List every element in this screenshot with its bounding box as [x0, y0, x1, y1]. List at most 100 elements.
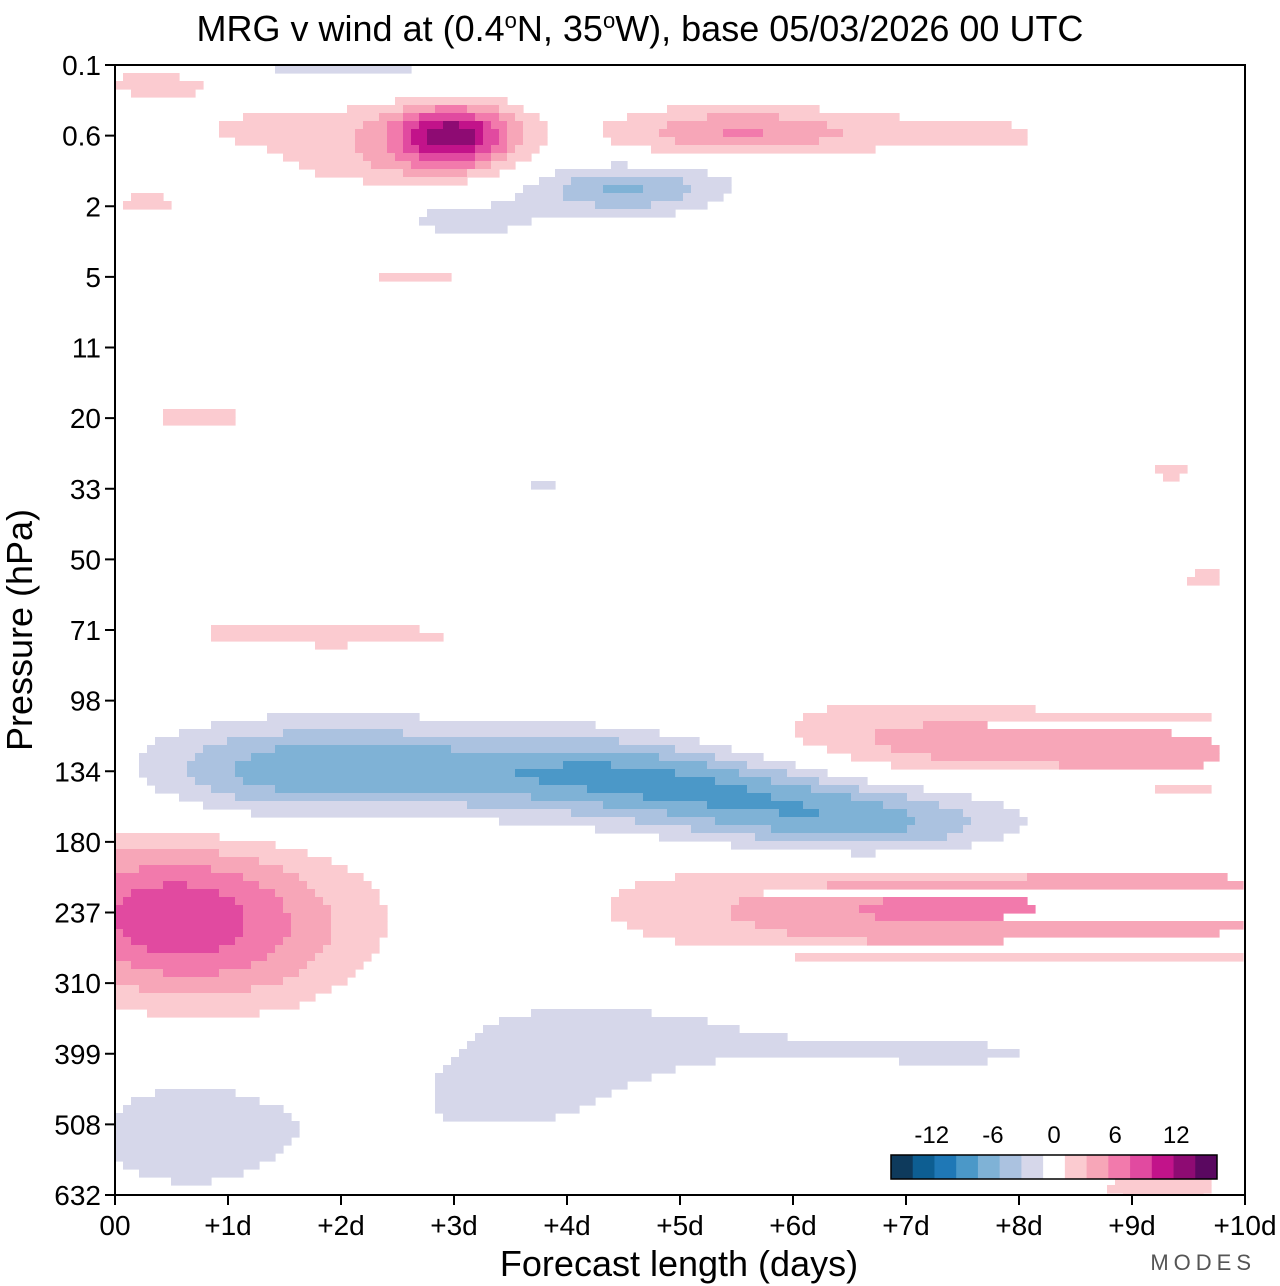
contour-cell — [187, 881, 260, 890]
contour-cell — [235, 137, 356, 146]
contour-cell — [403, 113, 420, 122]
contour-cell — [651, 145, 876, 154]
contour-cell — [123, 73, 180, 82]
y-tick-label: 71 — [70, 615, 101, 646]
y-tick-label: 33 — [70, 474, 101, 505]
contour-cell — [299, 161, 372, 170]
y-tick-label: 11 — [72, 333, 101, 364]
contour-cell — [355, 129, 388, 138]
contour-cell — [771, 777, 820, 786]
contour-cell — [187, 769, 236, 778]
contour-cell — [475, 145, 492, 154]
contour-cell — [667, 105, 820, 114]
contour-cell — [571, 177, 684, 186]
contour-cell — [563, 761, 612, 770]
contour-cell — [507, 121, 524, 130]
contour-cell — [219, 889, 276, 898]
contour-cell — [1187, 577, 1220, 586]
contour-cell — [387, 137, 404, 146]
contour-cell — [403, 169, 468, 178]
contour-cell — [115, 969, 164, 978]
contour-cell — [603, 801, 708, 810]
contour-cell — [395, 153, 420, 162]
chart-title: MRG v wind at (0.4oN, 35oW), base 05/03/… — [196, 8, 1084, 49]
contour-cell — [115, 865, 140, 874]
contour-cell — [115, 1113, 292, 1122]
contour-cell — [755, 833, 948, 842]
contour-cell — [395, 97, 508, 106]
contour-cell — [259, 881, 308, 890]
contour-cell — [115, 913, 244, 922]
contour-cell — [475, 129, 484, 138]
contour-cell — [267, 145, 356, 154]
contour-cell — [443, 1113, 556, 1122]
contour-cell — [859, 905, 1036, 914]
x-axis: 00 +1d +2d +3d +4d +5d +6d +7d +8d +9d +10d — [99, 1195, 1277, 1241]
contour-cell — [331, 905, 388, 914]
x-tick-label: +6d — [769, 1210, 817, 1241]
contour-cell — [435, 1073, 652, 1082]
contour-cell — [1107, 1185, 1212, 1194]
contour-cell — [747, 785, 812, 794]
contour-cell — [803, 801, 884, 810]
contour-cell — [491, 145, 508, 154]
contour-cell — [211, 633, 444, 642]
contour-cell — [115, 881, 164, 890]
y-tick-label: 0.1 — [62, 50, 101, 81]
contour-cell — [131, 889, 220, 898]
contour-cell — [419, 217, 532, 226]
contour-cell — [819, 777, 868, 786]
contour-cell — [195, 753, 252, 762]
contour-cell — [907, 809, 964, 818]
contour-cell — [827, 121, 1012, 130]
contour-cell — [267, 953, 316, 962]
contour-cell — [235, 769, 516, 778]
contour-cell — [139, 753, 196, 762]
contour-cell — [411, 137, 428, 146]
contour-cell — [483, 137, 500, 146]
contour-cell — [443, 1065, 676, 1074]
contour-cell — [1027, 873, 1228, 882]
contour-cell — [363, 177, 468, 186]
contour-cell — [115, 985, 140, 994]
contour-cell — [1059, 761, 1204, 770]
contour-cell — [219, 969, 300, 978]
contour-cell — [891, 761, 1060, 770]
contour-cell — [435, 1097, 596, 1106]
contour-cell — [251, 809, 572, 818]
colorbar-swatch — [1195, 1155, 1218, 1179]
contour-cell — [115, 833, 220, 842]
contour-cell — [523, 137, 548, 146]
contour-cell — [179, 793, 236, 802]
contour-cell — [827, 745, 892, 754]
contour-cell — [723, 129, 764, 138]
contour-cell — [219, 121, 364, 130]
contour-cell — [131, 89, 196, 98]
contour-cell — [603, 121, 668, 130]
y-axis: 0.1 0.6 2 5 11 20 33 50 71 98 134 180 237 310 399 508 63… — [54, 50, 115, 1211]
y-tick-label: 508 — [54, 1109, 101, 1140]
colorbar-swatch — [1064, 1155, 1087, 1179]
contour-cell — [731, 841, 972, 850]
contour-cell — [475, 113, 500, 122]
contour-cell — [131, 193, 164, 202]
contour-cell — [131, 937, 236, 946]
contour-cell — [203, 801, 468, 810]
contour-cell — [875, 913, 1004, 922]
contour-cell — [163, 881, 188, 890]
colorbar-tick-label: 6 — [1108, 1122, 1121, 1149]
contour-cell — [115, 857, 260, 866]
contour-cell — [275, 785, 588, 794]
y-tick-label: 134 — [54, 756, 101, 787]
contour-cell — [283, 865, 348, 874]
contour-cell — [459, 1049, 1020, 1058]
contour-cell — [707, 801, 804, 810]
contour-cell — [211, 865, 284, 874]
contour-cell — [203, 745, 276, 754]
y-tick-label: 180 — [54, 827, 101, 858]
x-tick-label: 00 — [99, 1210, 130, 1241]
contour-cell — [115, 1145, 284, 1154]
contour-cell — [515, 145, 540, 154]
contour-cell — [875, 729, 1172, 738]
contour-cell — [915, 817, 972, 826]
